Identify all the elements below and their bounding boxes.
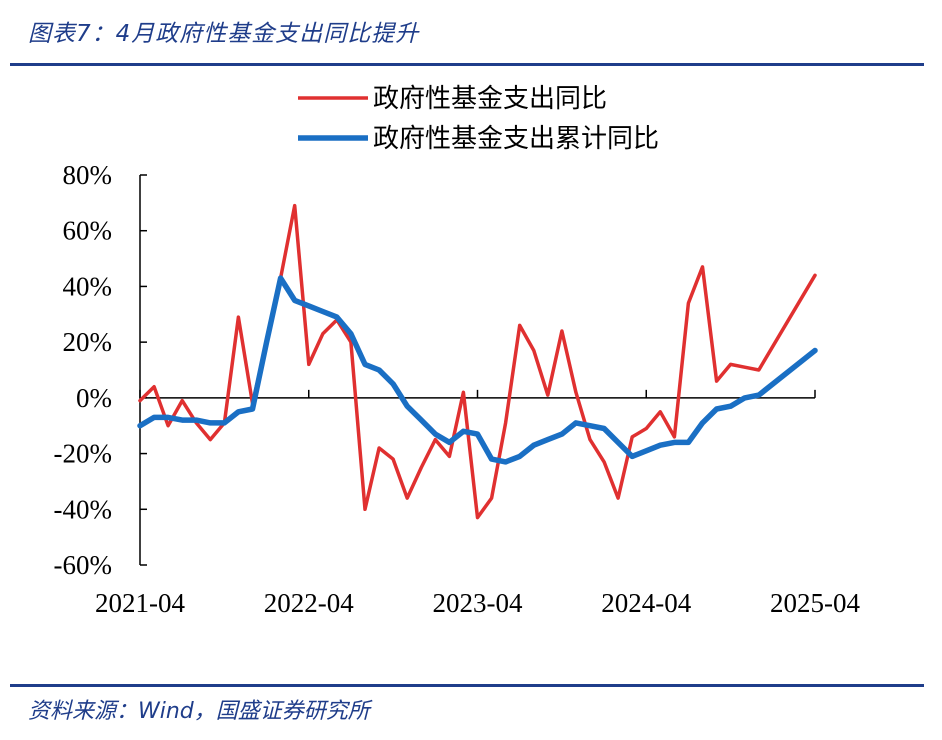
series-line-1 [137,275,818,465]
y-tick-label: 40% [63,271,113,301]
y-tick-label: 60% [63,216,113,246]
y-tick-label: 20% [63,327,113,357]
x-tick-label: 2023-04 [433,588,523,618]
legend-label-1: 政府性基金支出累计同比 [373,124,659,154]
y-tick-label: -40% [54,494,112,524]
y-tick-label: -60% [54,550,112,580]
y-tick-label: 80% [63,160,113,190]
x-tick-label: 2021-04 [95,588,185,618]
source-note: 资料来源：Wind，国盛证券研究所 [28,699,370,724]
x-tick-label: 2022-04 [264,588,354,618]
bottom-rule [10,684,924,687]
y-tick-label: 0% [76,383,112,413]
x-tick-label: 2025-04 [770,588,860,618]
x-tick-label: 2024-04 [601,588,691,618]
y-axis: -60% -40% -20% 0% 20% 40% 60% 80% [54,160,147,580]
legend-label-0: 政府性基金支出同比 [373,84,607,114]
series-line-0 [138,203,817,520]
y-tick-label: -20% [54,439,112,469]
series-layer [137,203,818,520]
top-rule [10,63,924,66]
figure-title: 图表7：4月政府性基金支出同比提升 [28,21,420,47]
